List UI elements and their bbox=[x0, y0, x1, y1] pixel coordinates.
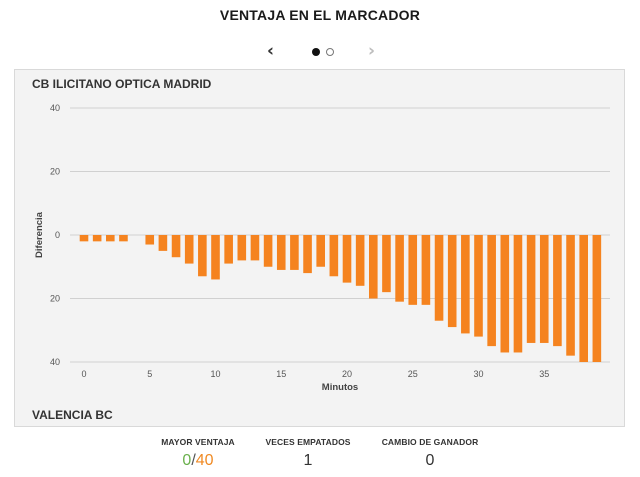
x-axis-label: Minutos bbox=[322, 382, 358, 393]
x-tick-label: 25 bbox=[408, 369, 418, 379]
x-tick-label: 10 bbox=[210, 369, 220, 379]
bar bbox=[553, 235, 562, 347]
bar bbox=[355, 235, 365, 286]
bar bbox=[579, 235, 588, 362]
bar bbox=[119, 235, 128, 242]
bar bbox=[513, 235, 523, 353]
stat-cambio-ganador: CAMBIO DE GANADOR 0 bbox=[375, 437, 485, 470]
bar bbox=[329, 235, 339, 277]
away-max-lead: 40 bbox=[195, 452, 214, 469]
carousel-dot-2[interactable] bbox=[326, 48, 334, 56]
x-tick-label: 35 bbox=[539, 369, 549, 379]
bar bbox=[79, 235, 89, 242]
team-bottom-label: VALENCIA BC bbox=[32, 408, 113, 422]
stat-value: 0/40 bbox=[148, 452, 248, 470]
bar bbox=[263, 235, 273, 267]
home-max-lead: 0 bbox=[182, 452, 192, 469]
x-tick-label: 20 bbox=[342, 369, 352, 379]
bar bbox=[342, 235, 352, 283]
y-tick-label: 20 bbox=[50, 294, 60, 304]
bar bbox=[316, 235, 325, 267]
x-tick-label: 30 bbox=[473, 369, 483, 379]
bar bbox=[250, 235, 260, 261]
bar bbox=[408, 235, 418, 305]
carousel-nav: ‹ › bbox=[0, 41, 640, 61]
y-axis-label: Diferencia bbox=[34, 211, 45, 258]
x-tick-label: 15 bbox=[276, 369, 286, 379]
bar bbox=[184, 235, 194, 264]
stat-label: MAYOR VENTAJA bbox=[161, 437, 235, 447]
separator: / bbox=[191, 452, 196, 469]
bar bbox=[461, 235, 470, 334]
stats-row: MAYOR VENTAJA 0/40 VECES EMPATADOS 1 CAM… bbox=[0, 437, 640, 477]
x-tick-label: 5 bbox=[147, 369, 152, 379]
carousel-dot-1[interactable] bbox=[312, 48, 320, 56]
y-tick-label: 40 bbox=[50, 103, 60, 113]
bar bbox=[171, 235, 181, 258]
bar bbox=[158, 235, 168, 251]
stat-veces-empatados: VECES EMPATADOS 1 bbox=[258, 437, 358, 470]
bar bbox=[92, 235, 102, 242]
y-tick-label: 40 bbox=[50, 357, 60, 367]
bar bbox=[539, 235, 549, 343]
bar bbox=[211, 235, 220, 280]
bar bbox=[106, 235, 115, 242]
chevron-left-icon[interactable]: ‹ bbox=[267, 41, 275, 61]
team-top-label: CB ILICITANO OPTICA MADRID bbox=[32, 77, 212, 91]
stat-value: 0 bbox=[425, 452, 435, 469]
bar bbox=[474, 235, 483, 337]
bar bbox=[500, 235, 510, 353]
score-difference-chart: 40 20 0 20 40 0 5 10 15 20 25 30 35 Minutos Diferencia bbox=[34, 103, 610, 393]
bar bbox=[224, 235, 233, 264]
stat-label: VECES EMPATADOS bbox=[265, 437, 351, 447]
page-title: VENTAJA EN EL MARCADOR bbox=[219, 7, 421, 23]
y-tick-label: 0 bbox=[55, 230, 60, 240]
bar bbox=[447, 235, 457, 328]
bar bbox=[434, 235, 444, 321]
bar bbox=[487, 235, 496, 347]
bar bbox=[290, 235, 299, 270]
bar bbox=[382, 235, 391, 293]
bar bbox=[303, 235, 312, 274]
stat-label: CAMBIO DE GANADOR bbox=[381, 437, 479, 447]
bar bbox=[566, 235, 575, 356]
x-tick-label: 0 bbox=[81, 369, 86, 379]
bar bbox=[237, 235, 247, 261]
chevron-right-icon[interactable]: › bbox=[368, 41, 376, 61]
bar bbox=[369, 235, 378, 299]
bar bbox=[421, 235, 431, 305]
bar bbox=[592, 235, 602, 362]
stat-mayor-ventaja: MAYOR VENTAJA 0/40 bbox=[148, 437, 248, 470]
bar bbox=[395, 235, 404, 302]
bar bbox=[276, 235, 286, 270]
bar bbox=[526, 235, 536, 343]
stat-value: 1 bbox=[303, 452, 313, 469]
bar bbox=[198, 235, 207, 277]
y-tick-label: 20 bbox=[50, 167, 60, 177]
bar bbox=[145, 235, 155, 245]
